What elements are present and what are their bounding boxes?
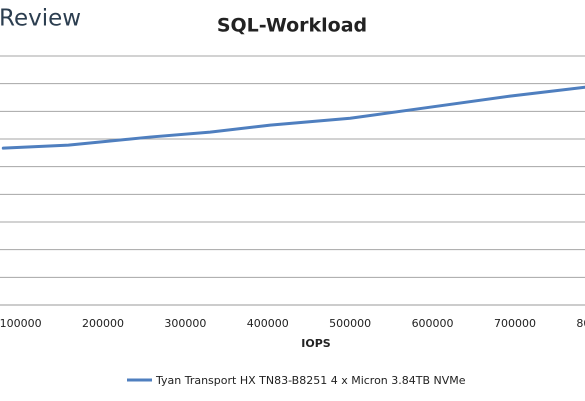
x-tick-label: 800000 bbox=[576, 317, 585, 330]
x-tick-label: 400000 bbox=[247, 317, 289, 330]
x-tick-label: 600000 bbox=[412, 317, 454, 330]
data-line bbox=[1, 85, 585, 150]
x-tick-label: 100000 bbox=[0, 317, 42, 330]
x-tick-label: 200000 bbox=[82, 317, 124, 330]
chart-title: SQL-Workload bbox=[217, 15, 367, 37]
brand-logo: Review bbox=[0, 6, 81, 32]
x-tick-label: 500000 bbox=[329, 317, 371, 330]
x-tick-label: 700000 bbox=[494, 317, 536, 330]
x-tick-label: 300000 bbox=[164, 317, 206, 330]
x-axis-label: IOPS bbox=[301, 337, 331, 350]
legend-label: Tyan Transport HX TN83-B8251 4 x Micron … bbox=[155, 374, 466, 387]
